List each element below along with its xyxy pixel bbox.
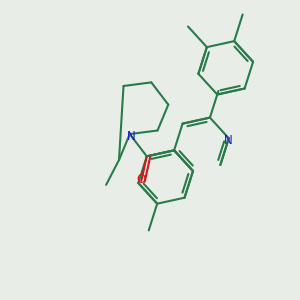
Text: N: N (126, 130, 135, 142)
Text: O: O (137, 173, 146, 186)
Text: N: N (224, 134, 232, 147)
